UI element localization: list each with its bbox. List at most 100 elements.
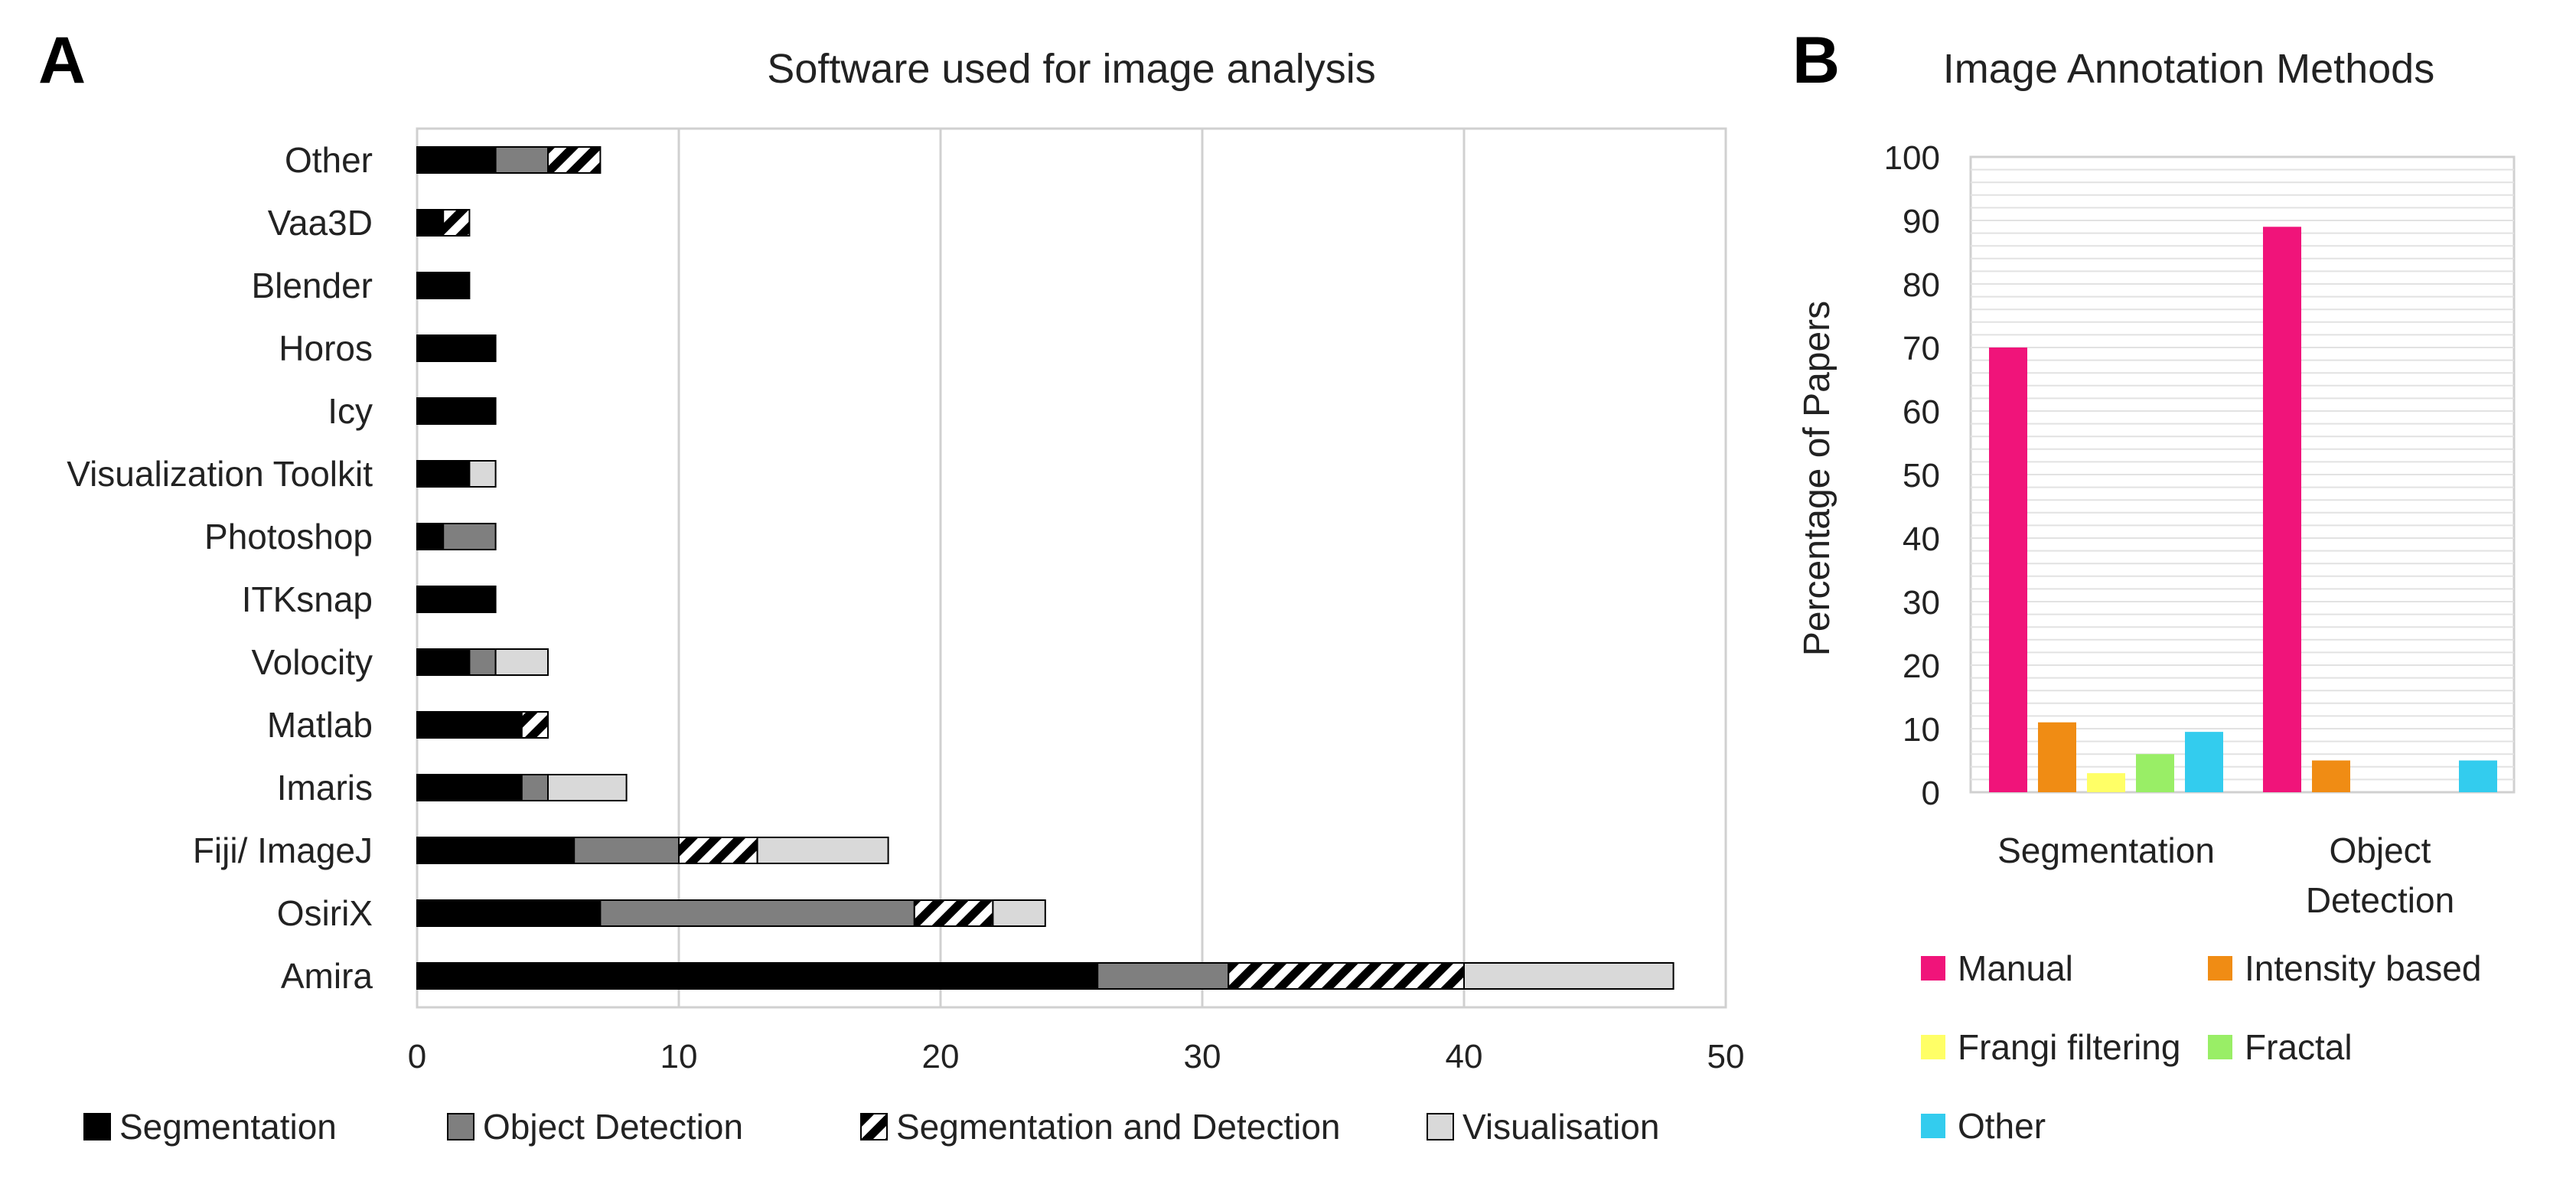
chart-b-bar-frangi-filtering [2087,773,2125,792]
panel-letter-b: B [1792,24,1840,97]
chart-b-y-tick-label: 0 [1922,775,1940,812]
chart-b-bar-manual [1989,348,2027,792]
chart-a-category-label: Other [285,140,373,180]
chart-a-bar-segmentation-and-detection [1228,962,1465,990]
chart-a-x-tick-label: 30 [1184,1038,1221,1075]
chart-a-bar-segmentation-and-detection [913,899,994,927]
chart-b-legend-swatch-frangi-filtering [1921,1035,1945,1059]
chart-a-legend-label-segmentation: Segmentation [119,1107,337,1147]
chart-a-legend-swatch-visualisation [1427,1113,1454,1140]
chart-b-legend-label-other: Other [1958,1106,2046,1146]
chart-b-y-tick-label: 60 [1903,393,1940,431]
chart-a-legend-swatch-segmentation-and-detection [860,1113,888,1140]
chart-a-category-label: Fiji/ ImageJ [193,830,373,870]
chart-a-bar-visualisation [468,460,497,488]
chart-a-bar-visualisation [547,774,628,801]
chart-a-category-label: Vaa3D [268,203,373,243]
chart-a-bar-segmentation [416,648,471,676]
chart-a-gridlines [677,129,1466,1007]
chart-b-bar-other [2185,732,2223,792]
chart-a-bar-segmentation [416,460,471,488]
chart-a-bar-visualisation [756,837,889,864]
chart-b-y-tick-label: 40 [1903,520,1940,558]
chart-a-bar-object-detection [573,837,680,864]
chart-software-used: Software used for image analysis Other Va… [67,46,1744,1147]
chart-b-bar-fractal [2136,754,2174,792]
chart-a-bar-segmentation [416,397,497,425]
chart-b-y-tick-label: 50 [1903,457,1940,494]
chart-a-bar-segmentation [416,272,471,299]
chart-a-plot-frame [416,127,1727,1009]
chart-a-legend-label-segmentation-and-detection: Segmentation and Detection [896,1107,1341,1147]
chart-annotation-methods: Image Annotation Methods Percentage of P… [1797,46,2516,1146]
chart-a-category-labels: Other Vaa3D Blender Horos Icy Visualization T… [67,140,373,996]
panel-letter-a: A [38,24,86,97]
chart-a-category-label: Blender [251,266,373,305]
chart-a-category-label: OsiriX [277,893,373,933]
chart-a-category-label: Horos [279,328,373,368]
chart-b-y-tick-label: 20 [1903,648,1940,685]
chart-a-bar-object-detection [468,648,497,676]
chart-a-bar-visualisation [992,899,1046,927]
chart-b-bars [1989,227,2497,792]
chart-a-bar-segmentation [416,774,523,801]
chart-b-y-tick-label: 80 [1903,266,1940,304]
chart-b-category-label: Detection [2306,880,2454,920]
chart-b-legend: Manual Intensity based Frangi filtering Fra… [1921,948,2481,1146]
chart-a-bar-segmentation [416,586,497,613]
chart-b-category-labels: Segmentation Object Detection [1997,830,2454,920]
chart-b-y-tick-label: 30 [1903,584,1940,622]
chart-b-legend-swatch-manual [1921,956,1945,981]
chart-a-bar-segmentation-and-detection [442,209,471,237]
chart-a-bar-object-detection [442,523,497,550]
chart-b-tick-labels: 0 10 20 30 40 50 60 70 80 90 100 [1884,139,1940,812]
chart-a-category-label: Volocity [251,642,373,682]
chart-a-legend-swatch-segmentation [83,1113,111,1140]
chart-b-bar-intensity-based [2038,722,2076,792]
chart-a-x-tick-label: 20 [922,1038,960,1075]
chart-a-legend: Segmentation Object Detection Segmentation… [83,1107,1659,1147]
chart-a-tick-labels: 0 10 20 30 40 50 [408,1038,1745,1075]
chart-a-category-label: Amira [281,956,373,996]
chart-a-bar-segmentation [416,711,523,739]
chart-a-bar-object-detection [494,146,549,174]
chart-b-category-label: Segmentation [1997,830,2215,870]
chart-b-legend-swatch-intensity-based [2208,956,2232,981]
chart-a-bar-segmentation [416,837,576,864]
chart-b-y-tick-label: 70 [1903,330,1940,367]
chart-b-title: Image Annotation Methods [1943,46,2434,92]
chart-a-bar-segmentation-and-detection [547,146,602,174]
chart-a-bar-segmentation [416,146,497,174]
chart-a-bar-segmentation [416,899,602,927]
chart-a-bar-object-detection [520,774,549,801]
chart-b-legend-swatch-fractal [2208,1035,2232,1059]
chart-a-bars [416,146,1674,990]
chart-a-category-label: Icy [328,391,373,431]
chart-a-bar-segmentation [416,962,1099,990]
chart-b-bar-manual [2263,227,2301,792]
chart-b-y-tick-label: 10 [1903,711,1940,749]
chart-b-legend-swatch-other [1921,1114,1945,1138]
chart-a-title: Software used for image analysis [767,46,1375,92]
chart-b-gridlines [1971,168,2514,781]
chart-a-legend-label-object-detection: Object Detection [483,1107,743,1147]
chart-a-legend-swatch-object-detection [447,1113,474,1140]
chart-a-bar-object-detection [1097,962,1230,990]
chart-b-bar-other [2459,760,2497,792]
chart-a-bar-segmentation [416,209,445,237]
chart-b-legend-label-fractal: Fractal [2245,1027,2353,1067]
chart-a-x-tick-label: 40 [1446,1038,1483,1075]
chart-a-x-tick-label: 10 [660,1038,698,1075]
chart-a-category-label: ITKsnap [242,579,373,619]
chart-a-bar-visualisation [494,648,549,676]
chart-a-category-label: Imaris [277,768,373,808]
chart-b-y-tick-label: 100 [1884,139,1940,177]
chart-a-x-tick-label: 50 [1707,1038,1745,1075]
chart-a-bar-segmentation-and-detection [678,837,758,864]
chart-a-bar-segmentation [416,334,497,362]
chart-a-category-label: Photoshop [204,517,373,556]
chart-b-legend-label-frangi-filtering: Frangi filtering [1958,1027,2180,1067]
chart-a-category-label: Matlab [267,705,373,745]
chart-a-x-tick-label: 0 [408,1038,426,1075]
